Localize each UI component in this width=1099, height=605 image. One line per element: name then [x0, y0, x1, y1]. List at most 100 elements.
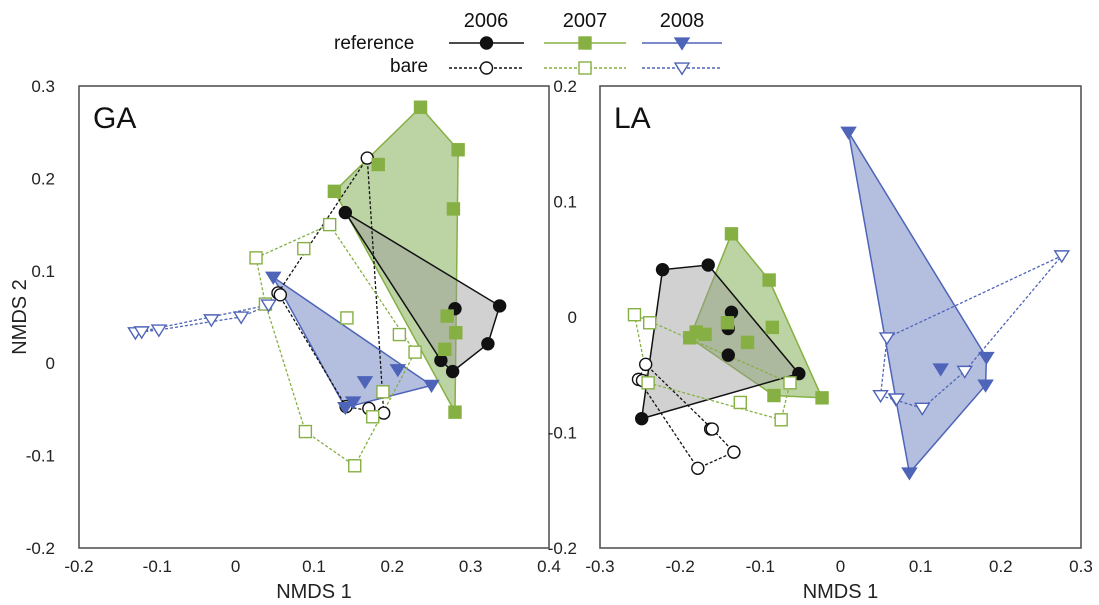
reference-2008-marker [977, 379, 994, 393]
bare-2006-hull [637, 363, 735, 470]
bare-2008-marker [888, 393, 905, 407]
bare-2006-marker [691, 461, 705, 476]
bare-2006-marker [705, 422, 719, 436]
reference-2007-marker [449, 326, 463, 340]
x-axis-label: NMDS 1 [276, 581, 352, 603]
x-tick-label: 0.2 [381, 557, 405, 576]
bare-2006-marker [479, 61, 494, 75]
reference-2007-marker [765, 320, 780, 335]
reference-2007-marker [698, 327, 712, 342]
y-tick-label: 0 [46, 354, 55, 373]
bare-2008-marker [232, 311, 250, 325]
x-tick-label: -0.1 [746, 557, 775, 576]
bare-2008-marker [150, 324, 168, 338]
bare-2008-marker [673, 62, 691, 76]
x-tick-label: 0.1 [909, 557, 933, 576]
x-axis-label: NMDS 1 [803, 581, 879, 603]
reference-2007-marker [446, 202, 461, 216]
bare-2007-marker [733, 395, 747, 410]
reference-2008-marker [901, 467, 918, 481]
x-tick-label: 0.4 [537, 557, 561, 576]
reference-2008-marker [423, 379, 440, 393]
y-axis-label: NMDS 2 [9, 279, 31, 355]
reference-2008-marker [356, 376, 374, 390]
bare-2006-marker [377, 406, 391, 420]
reference-2007-marker [578, 36, 592, 50]
reference-2007-marker [815, 391, 829, 405]
bare-2007-marker [348, 459, 362, 473]
reference-2007-marker [724, 227, 739, 241]
reference-2006-marker [701, 258, 715, 272]
reference-2007-marker [371, 157, 385, 172]
reference-2006-marker [634, 411, 649, 426]
y-tick-label: 0.2 [31, 169, 55, 188]
x-tick-label: 0.2 [989, 557, 1013, 576]
panel-la: -0.3 -0.2 -0.1 0 0.1 0.2 0.3 -0.2 -0.1 0 0.1 0.2 LA N… [548, 77, 1093, 603]
bare-2007-marker [340, 311, 354, 325]
reference-2007-marker [683, 331, 697, 345]
bare-2008-marker [872, 389, 889, 404]
y-tick-label: -0.1 [26, 447, 55, 466]
bare-2007-marker [774, 413, 788, 427]
x-tick-label: -0.2 [64, 557, 93, 576]
bare-2008-marker [878, 332, 896, 346]
x-tick-label: 0.1 [302, 557, 326, 576]
legend-year-2007: 2007 [563, 10, 608, 32]
bare-2006-marker [360, 151, 374, 165]
plot-frame [599, 85, 1082, 549]
bare-2006-marker [273, 288, 288, 302]
y-tick-label: 0.3 [31, 77, 55, 96]
reference-2007-marker [440, 309, 454, 323]
y-tick-label: 0.1 [553, 193, 577, 212]
y-tick-label: 0.1 [31, 262, 55, 281]
bare-2007-marker [408, 345, 422, 359]
bare-2006-marker [638, 357, 653, 372]
y-tick-label: -0.2 [548, 539, 577, 558]
reference-2007-marker [438, 342, 452, 357]
bare-2008-hull [879, 255, 1063, 409]
panel-title: GA [93, 102, 136, 135]
bare-2008-marker [133, 326, 150, 340]
bare-2007-marker [641, 376, 655, 390]
y-tick-label: 0 [568, 308, 577, 327]
x-tick-label: 0.3 [1069, 557, 1093, 576]
reference-2007-marker [327, 184, 342, 199]
x-tick-label: 0.3 [459, 557, 483, 576]
y-tick-label: -0.2 [26, 539, 55, 558]
x-tick-label: -0.3 [585, 557, 614, 576]
reference-2006-marker [338, 205, 353, 220]
bare-2007-marker [366, 410, 380, 424]
bare-2007-marker [392, 327, 407, 342]
bare-2007-marker [297, 241, 311, 256]
panel-title: LA [614, 102, 651, 135]
bare-2008-marker [956, 365, 974, 379]
reference-2006-marker [445, 364, 460, 379]
reference-2008-marker [932, 363, 949, 377]
reference-2006-marker [721, 348, 735, 362]
bare-2008-marker [914, 402, 931, 416]
panel-ga: -0.2 -0.1 0 0.1 0.2 0.3 0.4 -0.2 -0.1 0 0.1 0.2 0.3 G… [9, 77, 561, 603]
legend-year-2008: 2008 [660, 10, 705, 32]
x-tick-label: 0 [836, 557, 845, 576]
bare-2007-marker [376, 385, 390, 399]
reference-2007-marker [762, 273, 776, 287]
reference-2007-marker [448, 405, 462, 419]
reference-2007-marker [740, 335, 755, 350]
reference-2007-marker [767, 388, 781, 403]
reference-2008-marker [978, 351, 995, 366]
bare-2007-marker [298, 424, 313, 439]
x-tick-label: 0 [231, 557, 240, 576]
bare-2008-marker [1053, 250, 1071, 264]
bare-2007-marker [627, 307, 642, 322]
reference-2008-marker [265, 271, 282, 285]
bare-2007-marker [783, 376, 797, 390]
reference-2008-marker [337, 401, 354, 416]
bare-2007-marker [578, 61, 592, 75]
reference-2006-marker [655, 262, 670, 277]
bare-2007-marker [249, 251, 263, 265]
reference-2006-marker [434, 353, 448, 368]
bare-2007-marker [643, 316, 657, 330]
reference-2006-marker [479, 36, 494, 50]
